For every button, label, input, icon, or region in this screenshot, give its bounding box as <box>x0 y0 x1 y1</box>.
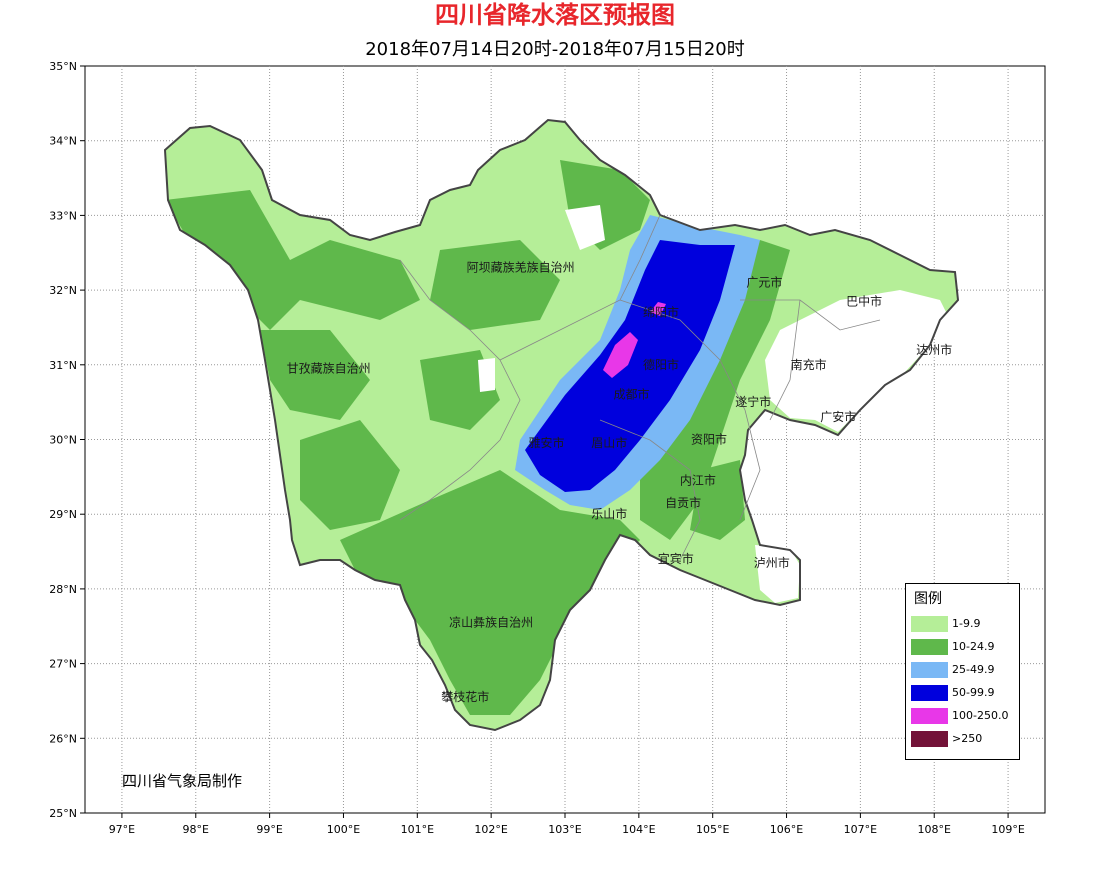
lon-tick-label: 98°E <box>183 823 209 836</box>
place-label: 遂宁市 <box>735 394 771 409</box>
legend-swatch <box>911 730 948 747</box>
lon-tick-label: 103°E <box>548 823 581 836</box>
lon-tick-label: 97°E <box>109 823 135 836</box>
precip-100-250-zone <box>603 332 638 378</box>
lat-tick-label: 29°N <box>49 508 77 521</box>
legend-swatch <box>911 661 948 678</box>
lon-tick-label: 100°E <box>327 823 360 836</box>
lat-tick-label: 27°N <box>49 658 77 671</box>
lon-tick-label: 101°E <box>401 823 434 836</box>
place-label: 巴中市 <box>846 293 882 308</box>
map-subtitle: 2018年07月14日20时-2018年07月15日20时 <box>365 39 745 60</box>
place-label: 资阳市 <box>691 432 727 447</box>
precip-100-250-zone-2 <box>650 302 666 316</box>
legend-item: 25-49.9 <box>911 658 1019 681</box>
lat-tick-label: 25°N <box>49 807 77 820</box>
place-label: 广元市 <box>746 275 782 290</box>
lat-tick-label: 34°N <box>49 135 77 148</box>
no-rain-east-zone <box>765 290 950 432</box>
legend-item: 50-99.9 <box>911 681 1019 704</box>
no-rain-west-zone <box>478 358 495 392</box>
lon-tick-label: 105°E <box>696 823 729 836</box>
place-label: 自贡市 <box>665 495 701 510</box>
place-label: 成都市 <box>613 387 649 402</box>
legend-label: 100-250.0 <box>952 709 1009 722</box>
lat-tick-label: 31°N <box>49 359 77 372</box>
lat-tick-label: 33°N <box>49 209 77 222</box>
lon-tick-label: 109°E <box>991 823 1024 836</box>
place-label: 绵阳市 <box>643 305 679 320</box>
credit-text: 四川省气象局制作 <box>122 772 243 790</box>
lat-tick-label: 26°N <box>49 732 77 745</box>
legend-item: 100-250.0 <box>911 704 1019 727</box>
legend-swatch <box>911 615 948 632</box>
lon-tick-label: 99°E <box>256 823 282 836</box>
legend-item: 1-9.9 <box>911 612 1019 635</box>
legend-swatch <box>911 707 948 724</box>
place-label: 凉山彝族自治州 <box>449 615 533 630</box>
lon-tick-label: 104°E <box>622 823 655 836</box>
legend-label: 10-24.9 <box>952 640 995 653</box>
place-label: 眉山市 <box>591 435 627 450</box>
place-label: 达州市 <box>916 342 952 357</box>
place-label: 德阳市 <box>643 357 679 372</box>
precip-50-99-zone <box>525 240 735 492</box>
lon-tick-label: 102°E <box>474 823 507 836</box>
map-title: 四川省降水落区预报图 <box>435 1 675 29</box>
legend-label: 50-99.9 <box>952 686 995 699</box>
lon-tick-label: 107°E <box>844 823 877 836</box>
legend-label: 25-49.9 <box>952 663 995 676</box>
no-rain-southeast-zone <box>755 545 800 603</box>
lat-tick-label: 30°N <box>49 434 77 447</box>
legend-swatch <box>911 684 948 701</box>
legend-item: >250 <box>911 727 1019 750</box>
place-label: 甘孜藏族自治州 <box>287 362 371 376</box>
prefecture-borders <box>399 214 881 561</box>
lon-tick-label: 108°E <box>918 823 951 836</box>
legend-title: 图例 <box>914 591 942 607</box>
legend: 图例 1-9.9 10-24.9 25-49.9 50-99.9 100-250.0 >2… <box>905 583 1020 760</box>
place-label: 阿坝藏族羌族自治州 <box>467 261 575 275</box>
legend-item: 10-24.9 <box>911 635 1019 658</box>
place-label: 泸州市 <box>754 555 790 570</box>
place-label: 广安市 <box>820 409 856 424</box>
lat-tick-label: 32°N <box>49 284 77 297</box>
place-label: 乐山市 <box>591 506 627 521</box>
axis-ticks: 35°N 34°N 33°N 32°N 31°N 30°N 29°N 28°N 27°N 26°N… <box>49 60 1025 836</box>
place-label: 攀枝花市 <box>441 689 489 704</box>
legend-label: >250 <box>952 732 983 745</box>
legend-label: 1-9.9 <box>952 617 981 630</box>
place-label: 宜宾市 <box>658 551 694 566</box>
legend-swatch <box>911 638 948 655</box>
lon-tick-label: 106°E <box>770 823 803 836</box>
place-label: 雅安市 <box>529 435 565 450</box>
lat-tick-label: 35°N <box>49 60 77 73</box>
place-label: 南充市 <box>791 357 827 372</box>
lat-tick-label: 28°N <box>49 583 77 596</box>
no-rain-north-zone <box>565 205 605 250</box>
place-label: 内江市 <box>680 473 716 488</box>
